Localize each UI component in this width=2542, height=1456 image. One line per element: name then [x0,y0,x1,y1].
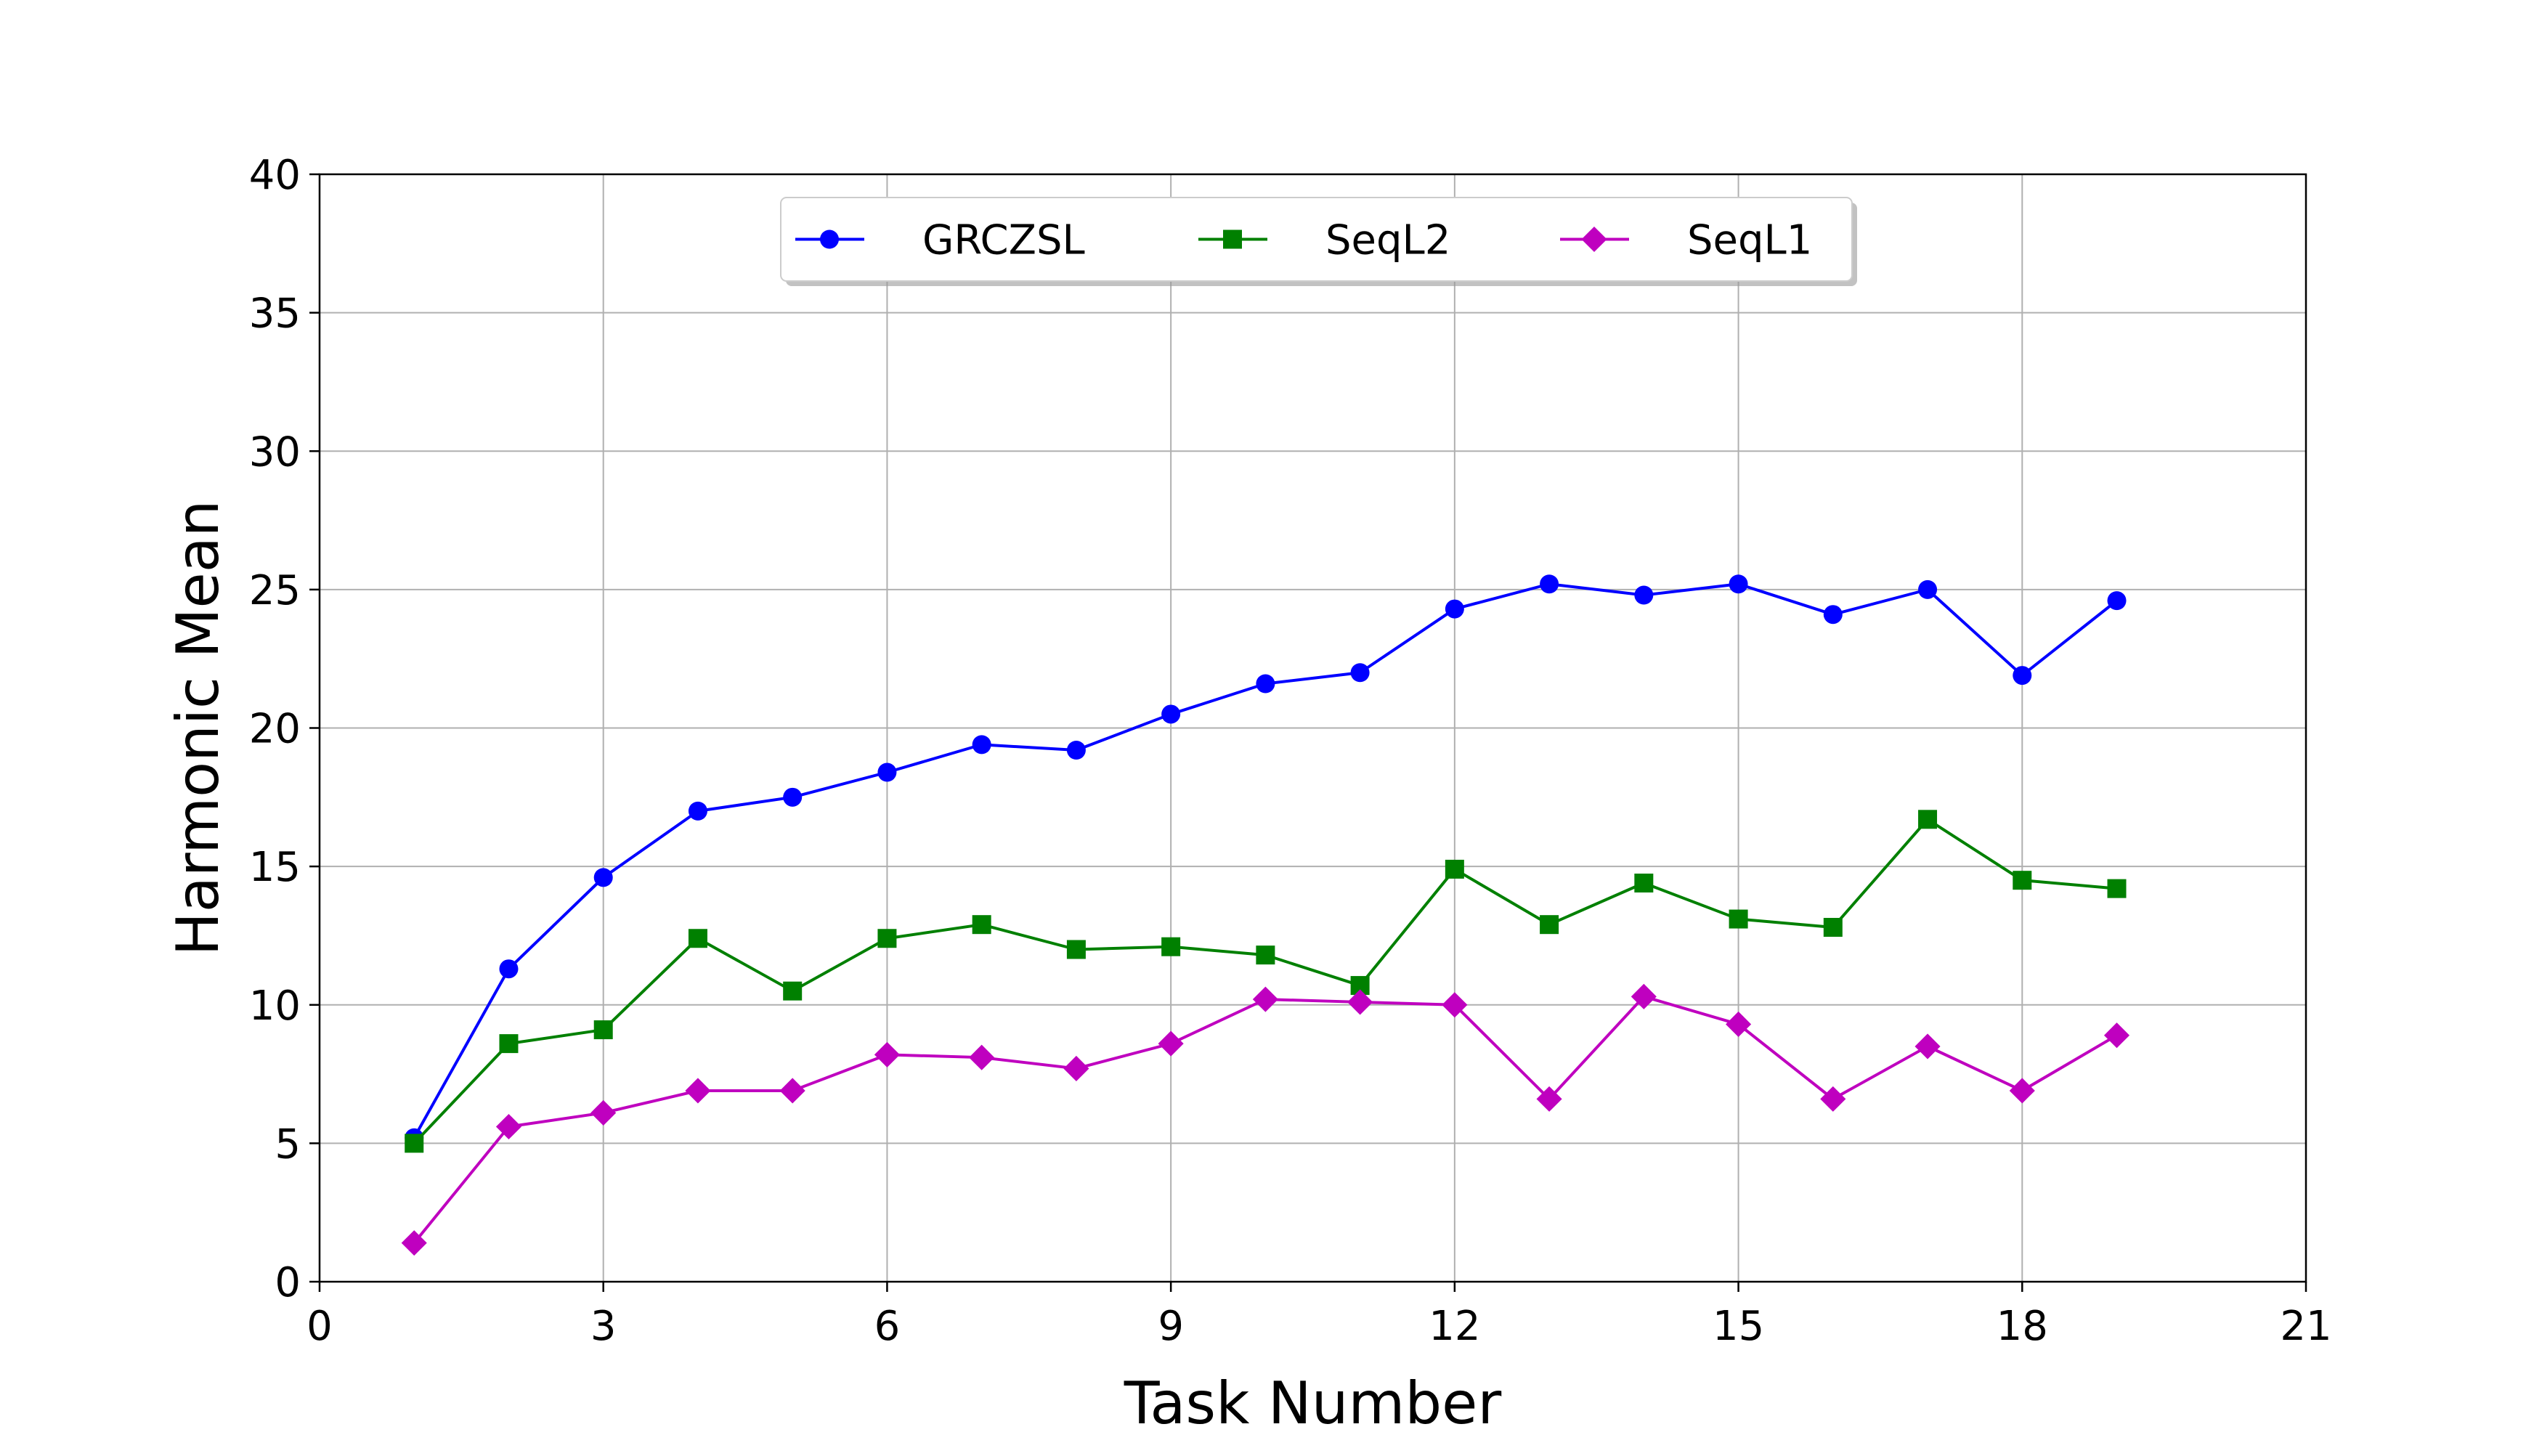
data-point-grczsl [972,735,991,755]
data-point-grczsl [2107,591,2127,611]
data-point-seql2 [405,1134,424,1153]
legend-marker-grczsl [820,229,839,249]
data-point-seql1 [1536,1086,1562,1112]
data-point-seql1 [874,1041,900,1067]
x-tick-label: 18 [1997,1303,2048,1350]
data-point-seql2 [1729,909,1748,929]
axis-ticks: 0 3 6 9 12 15 18 21 0 5 10 15 20 25 30 35 40 [249,152,2332,1350]
data-point-seql2 [1256,945,1275,965]
x-axis-label: Task Number [1124,1370,1502,1437]
data-point-seql2 [499,1034,519,1054]
data-point-grczsl [1729,574,1748,594]
legend-marker-seql2 [1223,229,1242,249]
y-axis-label: Harmonic Mean [164,500,232,956]
data-point-grczsl [499,959,519,979]
y-tick-label: 10 [249,983,301,1030]
data-point-seql1 [495,1113,522,1140]
y-tick-label: 40 [249,152,301,199]
data-point-grczsl [1445,599,1464,619]
data-point-seql1 [779,1078,805,1104]
data-point-grczsl [1161,704,1181,724]
legend-marker-seql1 [1581,226,1607,253]
data-point-grczsl [783,787,803,807]
x-tick-label: 21 [2280,1303,2331,1350]
data-point-seql1 [685,1078,711,1104]
legend-label: GRCZSL [922,217,1085,264]
x-tick-label: 9 [1158,1303,1184,1350]
data-point-seql1 [1914,1033,1941,1060]
data-point-grczsl [688,801,707,821]
data-point-grczsl [1918,579,1938,599]
data-point-seql2 [1823,918,1843,937]
data-point-seql1 [401,1230,427,1256]
data-point-seql2 [972,915,991,935]
data-point-grczsl [593,868,613,887]
x-tick-label: 12 [1429,1303,1480,1350]
data-point-seql1 [1063,1055,1089,1081]
data-point-seql2 [877,929,897,948]
data-point-grczsl [2013,666,2032,686]
y-tick-label: 20 [249,706,301,753]
y-tick-label: 30 [249,428,301,476]
legend-label: SeqL1 [1687,217,1812,264]
data-point-seql1 [1442,992,1468,1018]
data-point-seql1 [1820,1086,1846,1112]
data-point-grczsl [1540,574,1559,594]
data-point-grczsl [1350,663,1370,683]
y-tick-label: 5 [275,1121,301,1168]
x-tick-label: 3 [590,1303,617,1350]
data-point-seql2 [2107,879,2127,898]
y-tick-label: 25 [249,567,301,614]
data-point-seql2 [1066,940,1086,959]
data-point-seql2 [2013,871,2032,890]
data-point-seql2 [1918,810,1938,829]
data-point-seql2 [1445,859,1464,879]
data-point-seql2 [688,929,707,948]
series-grczsl [405,574,2127,1147]
series-seql1 [401,983,2130,1256]
legend: GRCZSL SeqL2 SeqL1 [780,197,1857,286]
data-point-seql1 [1252,986,1278,1012]
data-point-seql1 [1631,983,1657,1009]
data-point-seql2 [1634,874,1654,892]
data-point-seql2 [593,1020,613,1040]
x-tick-label: 15 [1713,1303,1764,1350]
data-point-seql1 [1347,989,1373,1015]
x-tick-label: 0 [306,1303,333,1350]
data-point-seql2 [1540,915,1559,935]
data-point-seql1 [1158,1030,1184,1057]
data-point-seql1 [590,1099,617,1126]
legend-label: SeqL2 [1325,217,1450,264]
data-point-seql2 [1161,937,1181,956]
data-point-seql1 [969,1044,995,1070]
data-point-seql2 [783,981,803,1001]
legend-item-grczsl: GRCZSL [795,217,1085,264]
y-tick-label: 35 [249,290,301,338]
series-group [401,574,2130,1256]
y-tick-label: 0 [275,1259,301,1306]
series-seql2 [405,810,2127,1153]
legend-item-seql2: SeqL2 [1198,217,1450,264]
data-point-grczsl [1256,674,1275,694]
data-point-grczsl [877,762,897,782]
data-point-seql1 [2103,1022,2130,1049]
data-point-grczsl [1634,585,1654,605]
x-tick-label: 6 [874,1303,901,1350]
y-tick-label: 15 [249,844,301,891]
legend-box [780,197,1853,282]
data-point-grczsl [1823,605,1843,625]
data-point-seql1 [1726,1011,1752,1037]
legend-item-seql1: SeqL1 [1560,217,1812,264]
data-point-seql1 [2009,1078,2035,1104]
data-point-grczsl [1066,741,1086,760]
